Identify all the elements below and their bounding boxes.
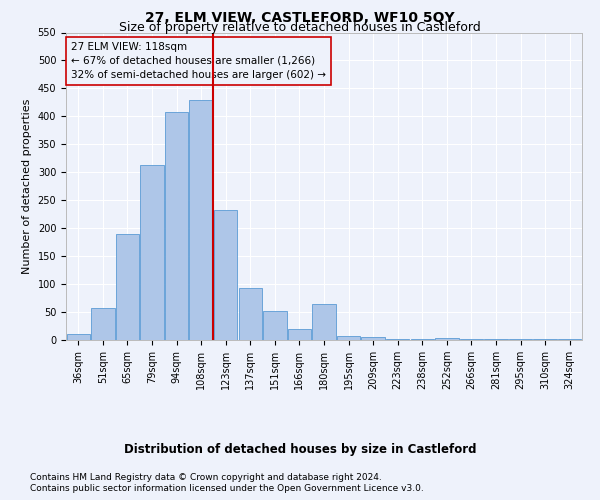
Bar [214,210,238,340]
Bar [140,165,164,340]
Bar [337,336,360,340]
Bar [165,112,188,340]
Bar [361,336,385,340]
Bar [263,311,287,340]
Bar [91,308,115,340]
Bar [410,339,434,340]
Text: 27, ELM VIEW, CASTLEFORD, WF10 5QY: 27, ELM VIEW, CASTLEFORD, WF10 5QY [145,11,455,25]
Text: Size of property relative to detached houses in Castleford: Size of property relative to detached ho… [119,21,481,34]
Bar [313,304,335,340]
Y-axis label: Number of detached properties: Number of detached properties [22,98,32,274]
Bar [239,288,262,340]
Bar [386,339,409,340]
Bar [288,329,311,340]
Text: Contains HM Land Registry data © Crown copyright and database right 2024.: Contains HM Land Registry data © Crown c… [30,472,382,482]
Text: 27 ELM VIEW: 118sqm
← 67% of detached houses are smaller (1,266)
32% of semi-det: 27 ELM VIEW: 118sqm ← 67% of detached ho… [71,42,326,80]
Bar [67,334,90,340]
Bar [190,100,213,340]
Bar [435,338,458,340]
Text: Distribution of detached houses by size in Castleford: Distribution of detached houses by size … [124,442,476,456]
Bar [116,234,139,340]
Text: Contains public sector information licensed under the Open Government Licence v3: Contains public sector information licen… [30,484,424,493]
